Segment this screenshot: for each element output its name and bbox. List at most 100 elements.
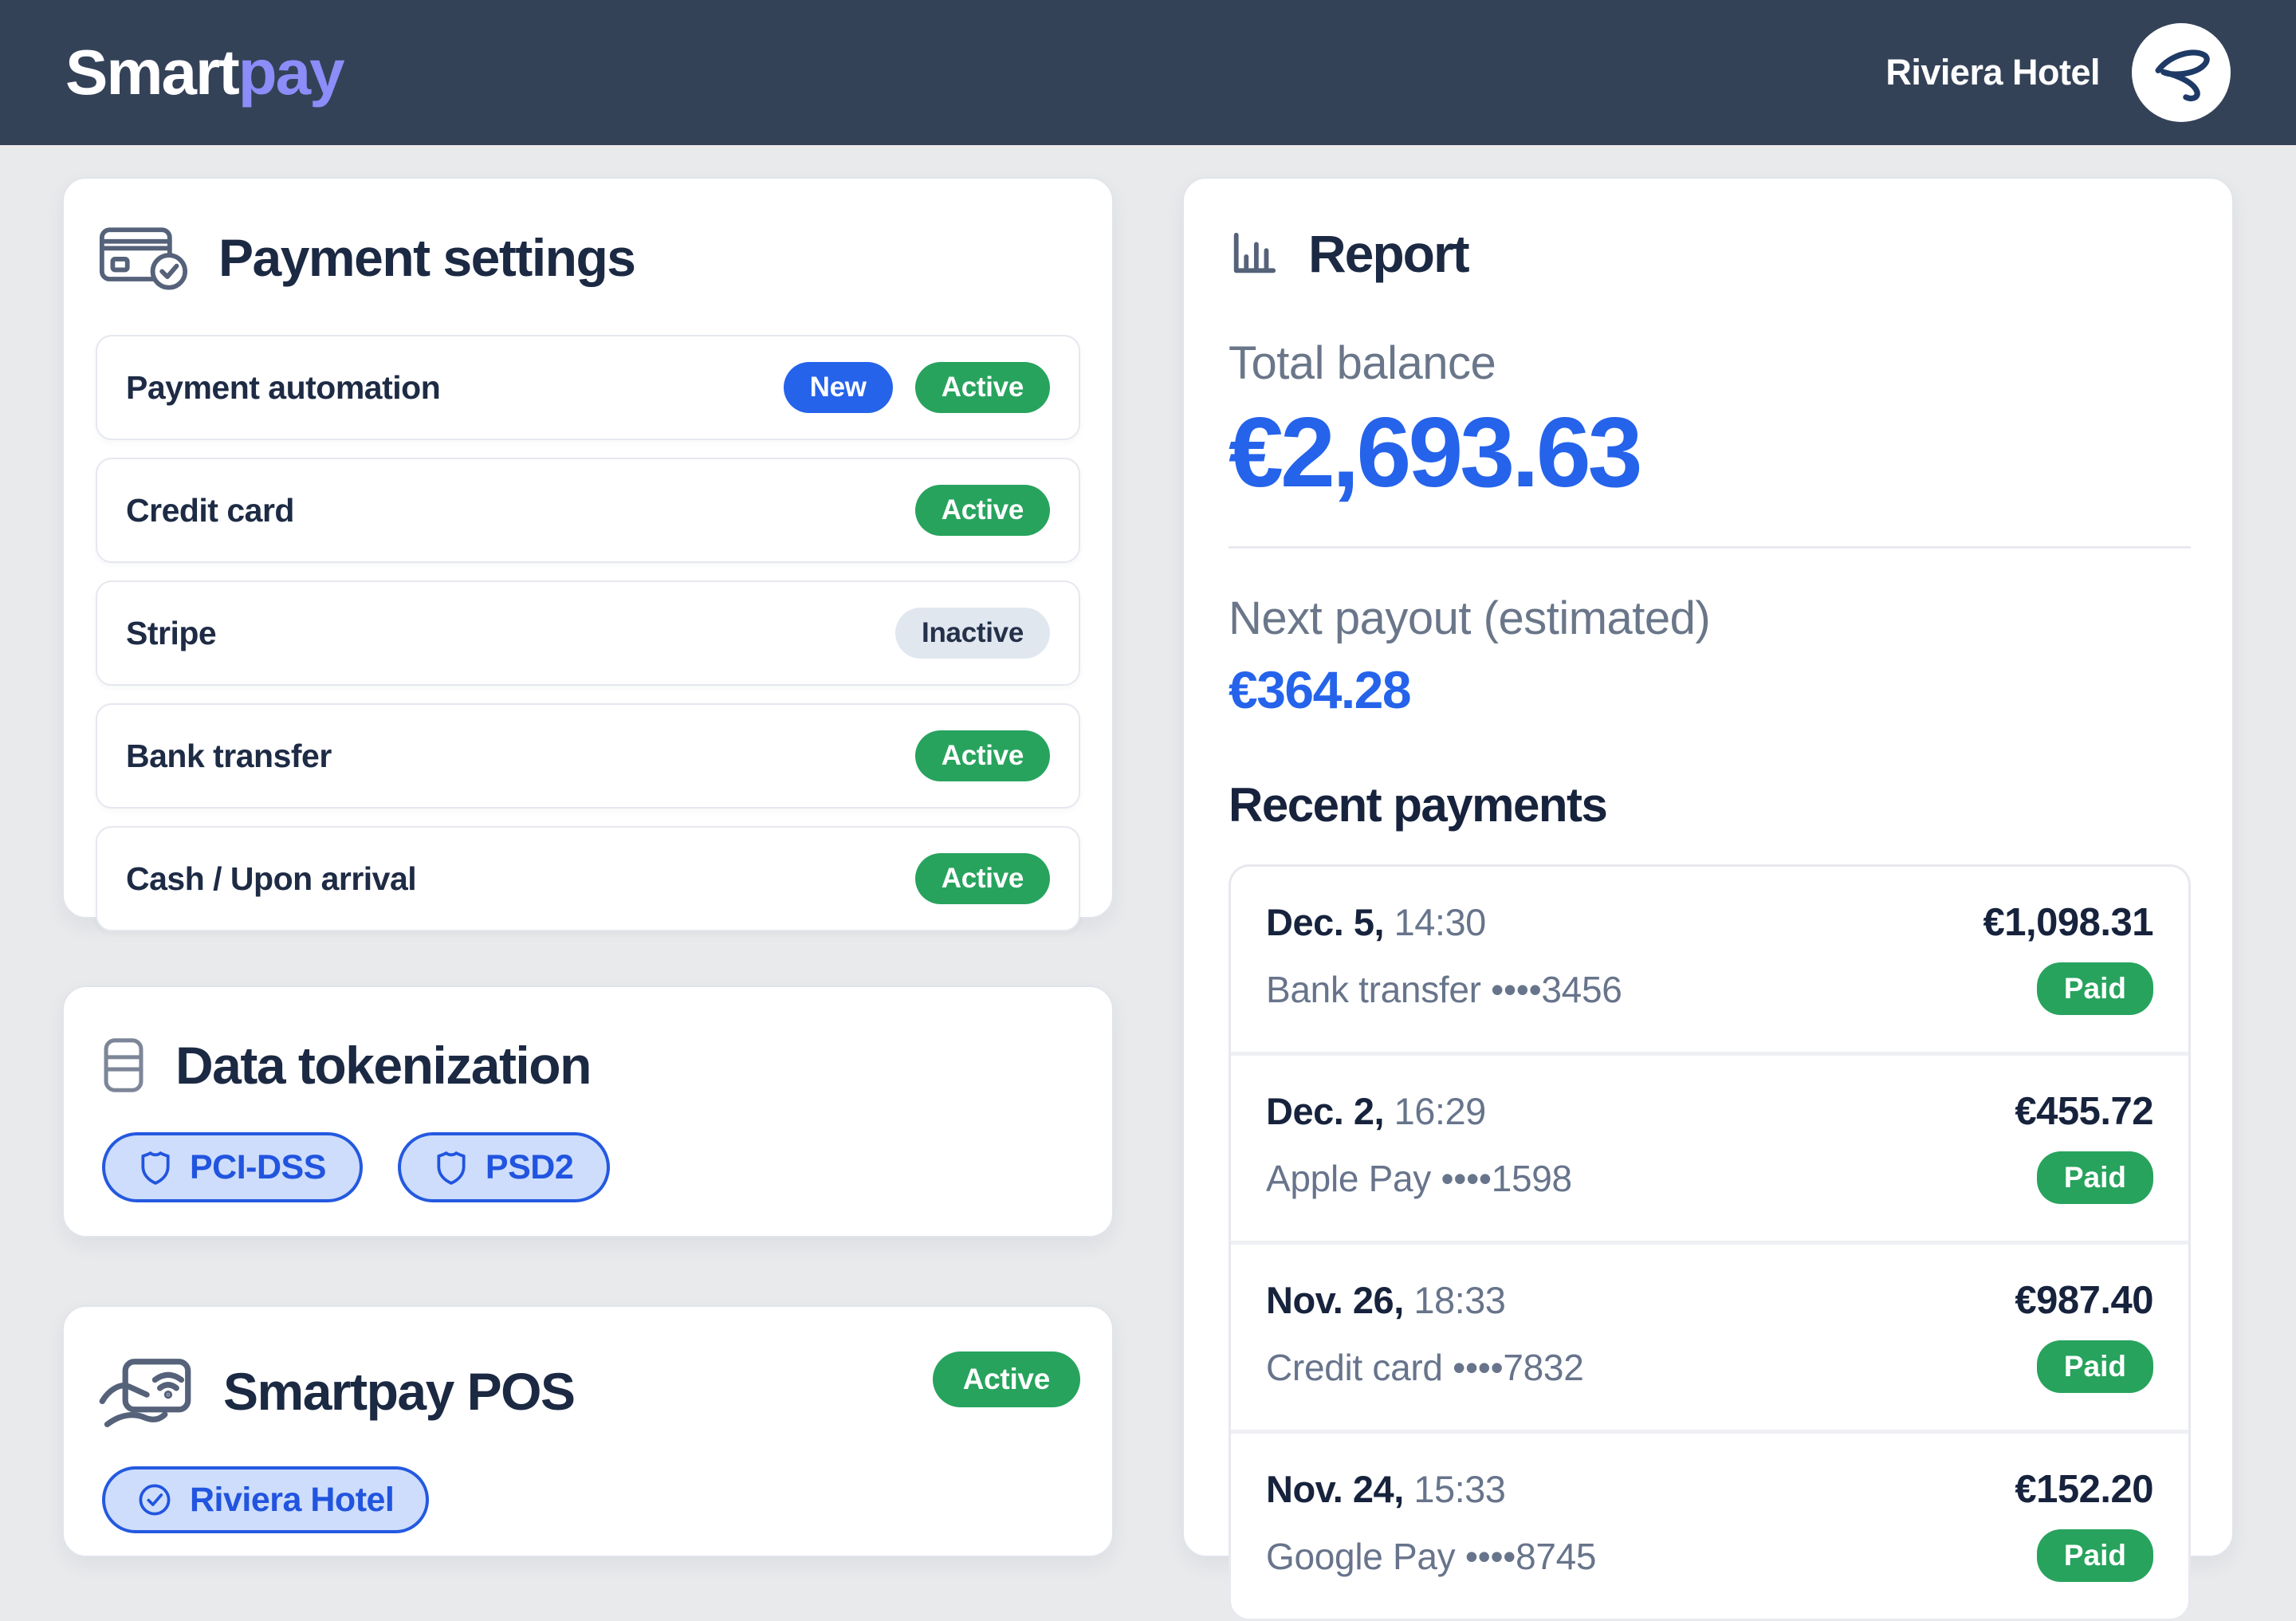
status-badge: Active [932,1351,1080,1407]
avatar[interactable] [2132,23,2231,122]
payment-amount: €1,098.31 [1983,901,2154,945]
total-balance-value: €2,693.63 [1229,398,1643,508]
paid-badge: Paid [2036,1340,2153,1394]
payment-settings-header: Payment settings [96,222,1080,293]
payment-method-row[interactable]: Bank transfer Active [96,703,1080,809]
smartpay-pos-title-group: Smartpay POS [96,1351,576,1431]
shield-icon [139,1149,172,1186]
payment-method: Apple Pay ••••1598 [1266,1158,1572,1200]
payment-item-left: Dec. 2, 16:29 Apple Pay ••••1598 [1266,1089,1572,1200]
payment-date-line: Nov. 26, 18:33 [1266,1278,1584,1322]
topbar-account-area: Riviera Hotel [1885,23,2231,122]
next-payout-label: Next payout (estimated) [1229,592,1711,645]
payment-list-item[interactable]: Nov. 24, 15:33 Google Pay ••••8745 €152.… [1231,1430,2188,1619]
report-header: Report [1229,223,2191,284]
recent-payments-list: Dec. 5, 14:30 Bank transfer ••••3456 €1,… [1229,864,2191,1621]
payment-item-right: €152.20 Paid [2015,1467,2153,1583]
payment-amount: €455.72 [2015,1090,2153,1134]
compliance-pill-label: PCI-DSS [190,1147,326,1186]
credit-card-check-icon [99,222,188,293]
payment-method-row[interactable]: Cash / Upon arrival Active [96,826,1080,931]
payment-list-item[interactable]: Dec. 2, 16:29 Apple Pay ••••1598 €455.72… [1231,1052,2188,1241]
brand-logo: Smartpay [65,36,345,109]
smartpay-pos-card: Smartpay POS Active Riviera Hotel [62,1305,1114,1557]
payment-time: 16:29 [1394,1090,1487,1133]
smartpay-pos-header: Smartpay POS Active [96,1351,1080,1431]
payment-date: Dec. 5, [1266,901,1385,944]
top-navbar: Smartpay Riviera Hotel [0,0,2296,145]
payment-method-label: Bank transfer [126,737,332,774]
payment-method: Google Pay ••••8745 [1266,1536,1597,1578]
brand-primary: Smart [65,37,240,108]
compliance-pill-pci-dss[interactable]: PCI-DSS [102,1132,363,1202]
payment-date: Nov. 26, [1266,1279,1404,1322]
payment-list-item[interactable]: Dec. 5, 14:30 Bank transfer ••••3456 €1,… [1231,867,2188,1052]
smartpay-pos-title: Smartpay POS [223,1362,576,1421]
total-balance-label: Total balance [1229,337,1496,389]
paid-badge: Paid [2036,1529,2153,1583]
next-payout-value: €364.28 [1229,660,1412,720]
report-card: Report Total balance €2,693.63 Next payo… [1182,177,2234,1621]
bar-chart-icon [1229,229,1278,278]
payment-item-right: €1,098.31 Paid [1983,900,2154,1016]
payment-method: Credit card ••••7832 [1266,1347,1584,1389]
compliance-pill-psd2[interactable]: PSD2 [397,1132,611,1202]
check-circle-icon [137,1482,172,1517]
payment-item-right: €987.40 Paid [2015,1278,2153,1394]
payment-date-line: Dec. 5, 14:30 [1266,900,1622,944]
paid-badge: Paid [2036,1151,2153,1205]
compliance-pill-row: PCI-DSS PSD2 [96,1132,1080,1202]
payment-amount: €152.20 [2015,1468,2153,1512]
payment-settings-title: Payment settings [218,228,636,287]
pos-location-pill[interactable]: Riviera Hotel [102,1466,430,1533]
status-badge: Inactive [895,608,1050,659]
tap-to-pay-icon [96,1351,195,1431]
paid-badge: Paid [2036,962,2153,1016]
payment-item-left: Dec. 5, 14:30 Bank transfer ••••3456 [1266,900,1622,1011]
payment-amount: €987.40 [2015,1279,2153,1323]
right-column: Report Total balance €2,693.63 Next payo… [1182,177,2234,1621]
compliance-pill-label: PSD2 [485,1147,574,1186]
badge-group: Active [914,485,1050,536]
status-badge: Active [914,362,1050,413]
account-name: Riviera Hotel [1885,52,2100,92]
pos-location-label: Riviera Hotel [190,1480,395,1519]
report-divider [1229,546,2191,549]
brand-accent: pay [238,37,345,108]
payment-method-row[interactable]: Payment automation New Active [96,335,1080,440]
badge-group: Active [914,853,1050,904]
payment-method-label: Cash / Upon arrival [126,860,417,897]
payment-settings-card: Payment settings Payment automation New … [62,177,1114,931]
payment-method-label: Stripe [126,614,217,651]
status-badge: Active [914,853,1050,904]
main-content: Payment settings Payment automation New … [0,145,2296,1621]
avatar-monogram-r-icon [2148,39,2215,106]
payment-item-left: Nov. 26, 18:33 Credit card ••••7832 [1266,1278,1584,1389]
payment-item-right: €455.72 Paid [2015,1089,2153,1205]
data-tokenization-header: Data tokenization [96,1035,1080,1096]
payment-time: 14:30 [1394,901,1487,944]
payment-method-row[interactable]: Credit card Active [96,458,1080,563]
shield-icon [434,1149,468,1186]
new-badge: New [783,362,893,413]
badge-group: New Active [783,362,1050,413]
badge-group: Inactive [895,608,1050,659]
payment-date-line: Nov. 24, 15:33 [1266,1467,1596,1511]
payment-method-label: Credit card [126,491,294,529]
payment-date: Nov. 24, [1266,1468,1404,1511]
status-badge: Active [914,485,1050,536]
report-title: Report [1308,224,1470,283]
status-badge: Active [914,730,1050,781]
payment-time: 15:33 [1413,1468,1506,1511]
database-icon [102,1037,145,1094]
data-tokenization-title: Data tokenization [175,1036,592,1095]
payment-method-row[interactable]: Stripe Inactive [96,580,1080,686]
payment-method-label: Payment automation [126,368,441,406]
payment-list-item[interactable]: Nov. 26, 18:33 Credit card ••••7832 €987… [1231,1241,2188,1430]
payment-method: Bank transfer ••••3456 [1266,969,1622,1011]
payment-date: Dec. 2, [1266,1090,1385,1133]
payment-time: 18:33 [1413,1279,1506,1322]
data-tokenization-card: Data tokenization PCI-DSS [62,986,1114,1237]
payment-date-line: Dec. 2, 16:29 [1266,1089,1572,1133]
left-column: Payment settings Payment automation New … [62,177,1114,1557]
